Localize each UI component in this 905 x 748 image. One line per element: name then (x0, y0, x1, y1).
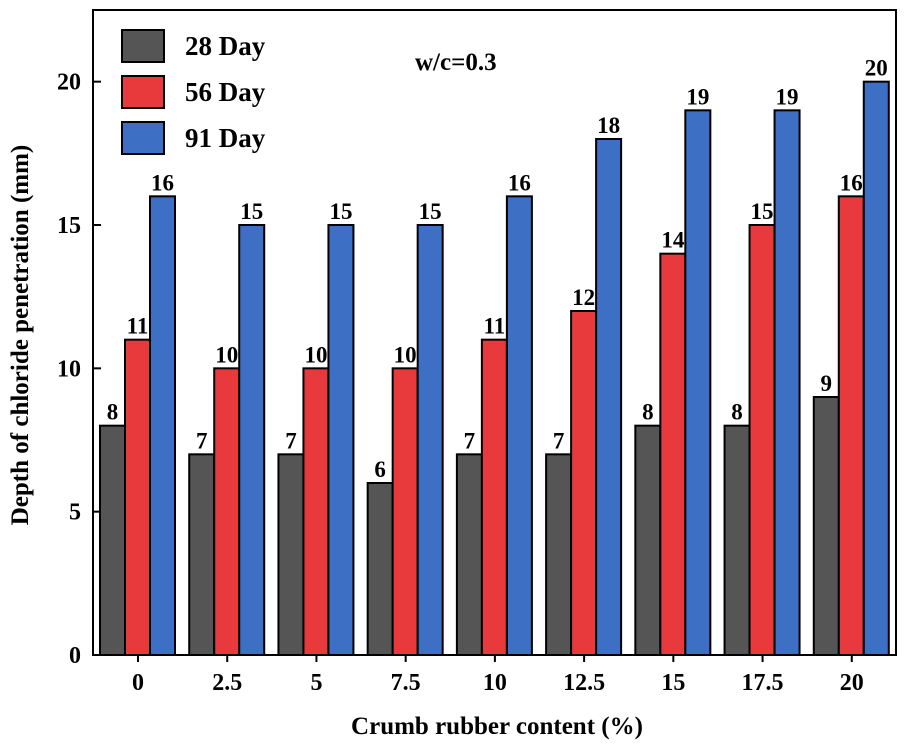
y-tick-label: 5 (69, 500, 81, 526)
data-label: 8 (107, 400, 119, 425)
bar-56-day-5 (302, 367, 330, 656)
bar-56-day-17.5 (748, 224, 776, 656)
bar-91-day-5 (327, 224, 355, 656)
x-tick-label: 2.5 (212, 670, 242, 696)
data-label: 7 (196, 428, 208, 453)
data-label: 15 (419, 199, 442, 224)
bar-91-day-17.5 (773, 109, 801, 657)
annotation-wc: w/c=0.3 (415, 49, 497, 76)
legend-label: 28 Day (185, 31, 266, 61)
bar-56-day-2.5 (213, 367, 241, 656)
data-label: 16 (508, 170, 531, 195)
bar-28-day-7.5 (366, 482, 394, 656)
bar-91-day-7.5 (416, 224, 444, 656)
bar-91-day-20 (862, 80, 890, 656)
bar-91-day-10 (505, 195, 533, 656)
bar-56-day-10 (480, 338, 508, 656)
legend-swatch-28-day (121, 29, 165, 63)
data-label: 10 (304, 342, 327, 367)
x-tick-label: 7.5 (391, 670, 421, 696)
x-tick-label: 17.5 (742, 670, 784, 696)
bar-56-day-7.5 (391, 367, 419, 656)
bar-28-day-5 (277, 453, 305, 657)
data-label: 10 (215, 342, 238, 367)
bar-56-day-20 (837, 195, 865, 656)
y-tick-label: 0 (69, 643, 81, 669)
data-label: 19 (686, 84, 709, 109)
bar-28-day-2.5 (188, 453, 216, 657)
data-label: 6 (374, 457, 386, 482)
data-label: 12 (572, 285, 595, 310)
bar-91-day-2.5 (238, 224, 266, 656)
legend: 28 Day 56 Day 91 Day (121, 29, 266, 155)
bar-91-day-15 (684, 109, 712, 657)
x-tick-label: 20 (840, 670, 864, 696)
bar-28-day-20 (812, 396, 840, 656)
data-label: 7 (464, 428, 476, 453)
data-label: 16 (151, 170, 174, 195)
bar-56-day-15 (659, 252, 687, 657)
data-label: 8 (731, 400, 743, 425)
bar-28-day-15 (634, 424, 662, 656)
data-label: 19 (776, 84, 799, 109)
bar-28-day-0 (99, 424, 126, 656)
x-tick-label: 5 (310, 670, 322, 696)
data-label: 16 (840, 170, 863, 195)
bar-28-day-12.5 (545, 453, 573, 657)
bar-91-day-0 (149, 195, 176, 656)
x-tick-label: 12.5 (563, 670, 605, 696)
bar-56-day-0 (124, 338, 151, 656)
data-label: 8 (642, 400, 654, 425)
x-axis: 0 2.5 5 7.5 10 12.5 15 17.5 20 (132, 655, 864, 696)
y-tick-label: 20 (57, 70, 81, 96)
bar-56-day-12.5 (570, 310, 598, 656)
data-label: 20 (865, 56, 888, 81)
x-tick-label: 0 (132, 670, 144, 696)
y-axis-label: Depth of chloride penetration (mm) (7, 145, 34, 526)
data-label: 9 (821, 371, 833, 396)
bars-group: 8 11 16 7 10 15 7 10 15 6 10 15 7 11 16 7 12 18 8 14 19 8 15 19… (99, 56, 890, 657)
y-axis: 0 5 10 15 20 (57, 70, 101, 669)
x-axis-label: Crumb rubber content (%) (351, 713, 643, 740)
x-tick-label: 10 (483, 670, 507, 696)
data-label: 15 (329, 199, 352, 224)
x-tick-label: 15 (661, 670, 685, 696)
data-label: 11 (127, 314, 149, 339)
legend-swatch-91-day (121, 121, 165, 155)
y-tick-label: 15 (57, 213, 81, 239)
data-label: 10 (394, 342, 417, 367)
bar-28-day-17.5 (723, 424, 751, 656)
data-label: 14 (661, 228, 685, 253)
data-label: 15 (751, 199, 774, 224)
legend-label: 56 Day (185, 77, 266, 107)
legend-label: 91 Day (185, 123, 266, 153)
data-label: 18 (597, 113, 620, 138)
data-label: 15 (240, 199, 263, 224)
bar-28-day-10 (455, 453, 483, 657)
legend-swatch-56-day (121, 75, 165, 109)
data-label: 7 (553, 428, 565, 453)
bar-91-day-12.5 (595, 138, 623, 656)
data-label: 11 (484, 314, 506, 339)
data-label: 7 (285, 428, 297, 453)
y-tick-label: 10 (57, 356, 81, 382)
